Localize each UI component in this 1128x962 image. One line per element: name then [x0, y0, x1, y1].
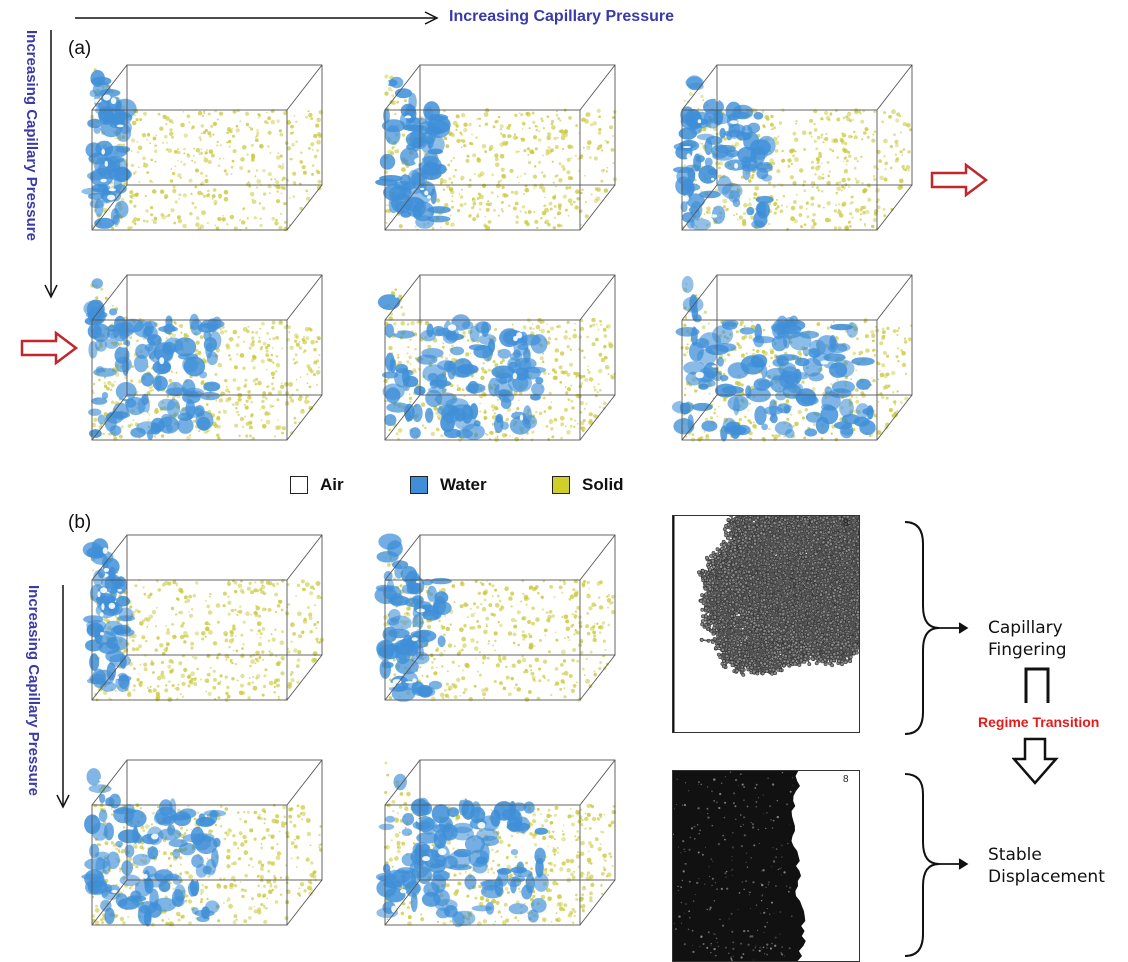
- panel-b-vertical-axis-label: Increasing Capillary Pressure: [25, 585, 42, 796]
- capillary-fingering-pattern-map: [672, 515, 860, 733]
- regime-transition-label: Regime Transition: [978, 714, 1099, 730]
- pattern-map-corner-mark: 8: [843, 518, 849, 529]
- brace-top: [895, 520, 975, 740]
- legend-label-water: Water: [440, 475, 487, 495]
- row-transition-arrow-left: [20, 330, 80, 366]
- row-transition-arrow-right: [930, 162, 990, 198]
- panel-b-vertical-arrow: [55, 585, 75, 813]
- pattern-map-corner-mark: 8: [843, 774, 849, 785]
- pore-volume-render: [385, 750, 625, 930]
- brace-bottom: [895, 772, 975, 958]
- legend-swatch-water: [410, 476, 428, 494]
- panel-a-label: (a): [68, 38, 91, 60]
- outcome-top-line2: Fingering: [988, 639, 1067, 661]
- legend-label-air: Air: [320, 475, 344, 495]
- outcome-bottom: Stable Displacement: [988, 844, 1105, 888]
- outcome-bottom-line1: Stable: [988, 844, 1105, 866]
- pore-volume-render: [385, 265, 625, 445]
- regime-transition-bracket: [1020, 665, 1060, 705]
- pore-volume-render: [92, 750, 332, 930]
- legend: Air Water Solid: [290, 473, 690, 499]
- pore-volume-render: [385, 525, 625, 705]
- top-axis-label: Increasing Capillary Pressure: [449, 8, 674, 26]
- pore-volume-render: [682, 265, 922, 445]
- legend-label-solid: Solid: [582, 475, 624, 495]
- legend-swatch-air: [290, 476, 308, 494]
- panel-a-vertical-axis-label: Increasing Capillary Pressure: [23, 30, 40, 241]
- stable-displacement-pattern-map: [672, 770, 860, 962]
- outcome-top-line1: Capillary: [988, 617, 1067, 639]
- pore-volume-render: [92, 525, 332, 705]
- top-axis-arrow: [75, 10, 445, 30]
- pore-volume-render: [682, 55, 922, 235]
- regime-transition-arrow: [1012, 737, 1062, 787]
- legend-swatch-solid: [552, 476, 570, 494]
- pore-volume-render: [92, 265, 332, 445]
- panel-b-label: (b): [68, 512, 91, 534]
- panel-a-vertical-arrow: [43, 30, 63, 302]
- pore-volume-render: [92, 55, 332, 235]
- outcome-bottom-line2: Displacement: [988, 866, 1105, 888]
- pore-volume-render: [385, 55, 625, 235]
- outcome-top: Capillary Fingering: [988, 617, 1067, 661]
